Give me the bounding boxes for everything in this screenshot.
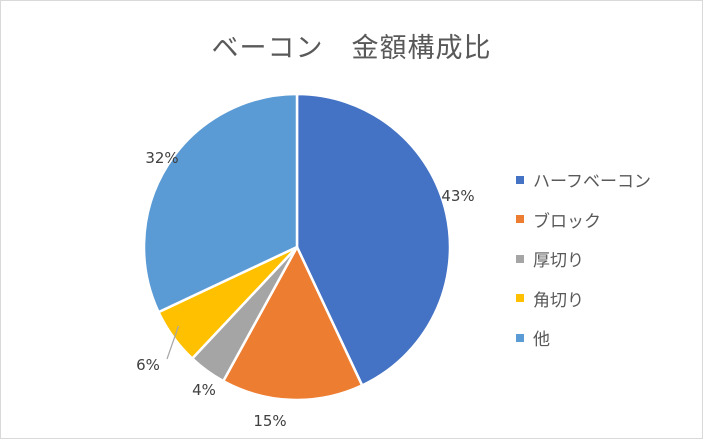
legend-item-0: ハーフベーコン bbox=[516, 160, 651, 200]
legend-item-4: 他 bbox=[516, 318, 651, 358]
legend-label: 厚切り bbox=[533, 251, 584, 272]
legend-swatch bbox=[516, 333, 524, 342]
legend-swatch bbox=[516, 175, 524, 184]
legend-label: 他 bbox=[533, 330, 550, 351]
legend-swatch bbox=[516, 215, 524, 224]
legend-label: 角切り bbox=[533, 290, 584, 311]
legend-label: ハーフベーコン bbox=[533, 172, 651, 193]
data-label-3: 6% bbox=[136, 356, 160, 374]
data-label-0: 43% bbox=[441, 187, 474, 205]
legend-item-3: 角切り bbox=[516, 279, 651, 319]
chart-legend: ハーフベーコン ブロック厚切り角切り他 bbox=[516, 160, 651, 358]
legend-item-2: 厚切り bbox=[516, 239, 651, 279]
legend-item-1: ブロック bbox=[516, 200, 651, 240]
data-label-4: 32% bbox=[145, 149, 178, 167]
pie-slice-4 bbox=[142, 92, 299, 314]
data-label-2: 4% bbox=[192, 381, 216, 399]
leader-line bbox=[166, 325, 180, 360]
legend-swatch bbox=[516, 254, 524, 263]
pie-slice-0 bbox=[295, 92, 452, 387]
pie-slice-1 bbox=[222, 245, 364, 402]
data-label-1: 15% bbox=[253, 412, 286, 430]
legend-label: ブロック bbox=[533, 211, 601, 232]
legend-swatch bbox=[516, 294, 524, 303]
chart-title: ベーコン 金額構成比 bbox=[211, 33, 492, 64]
